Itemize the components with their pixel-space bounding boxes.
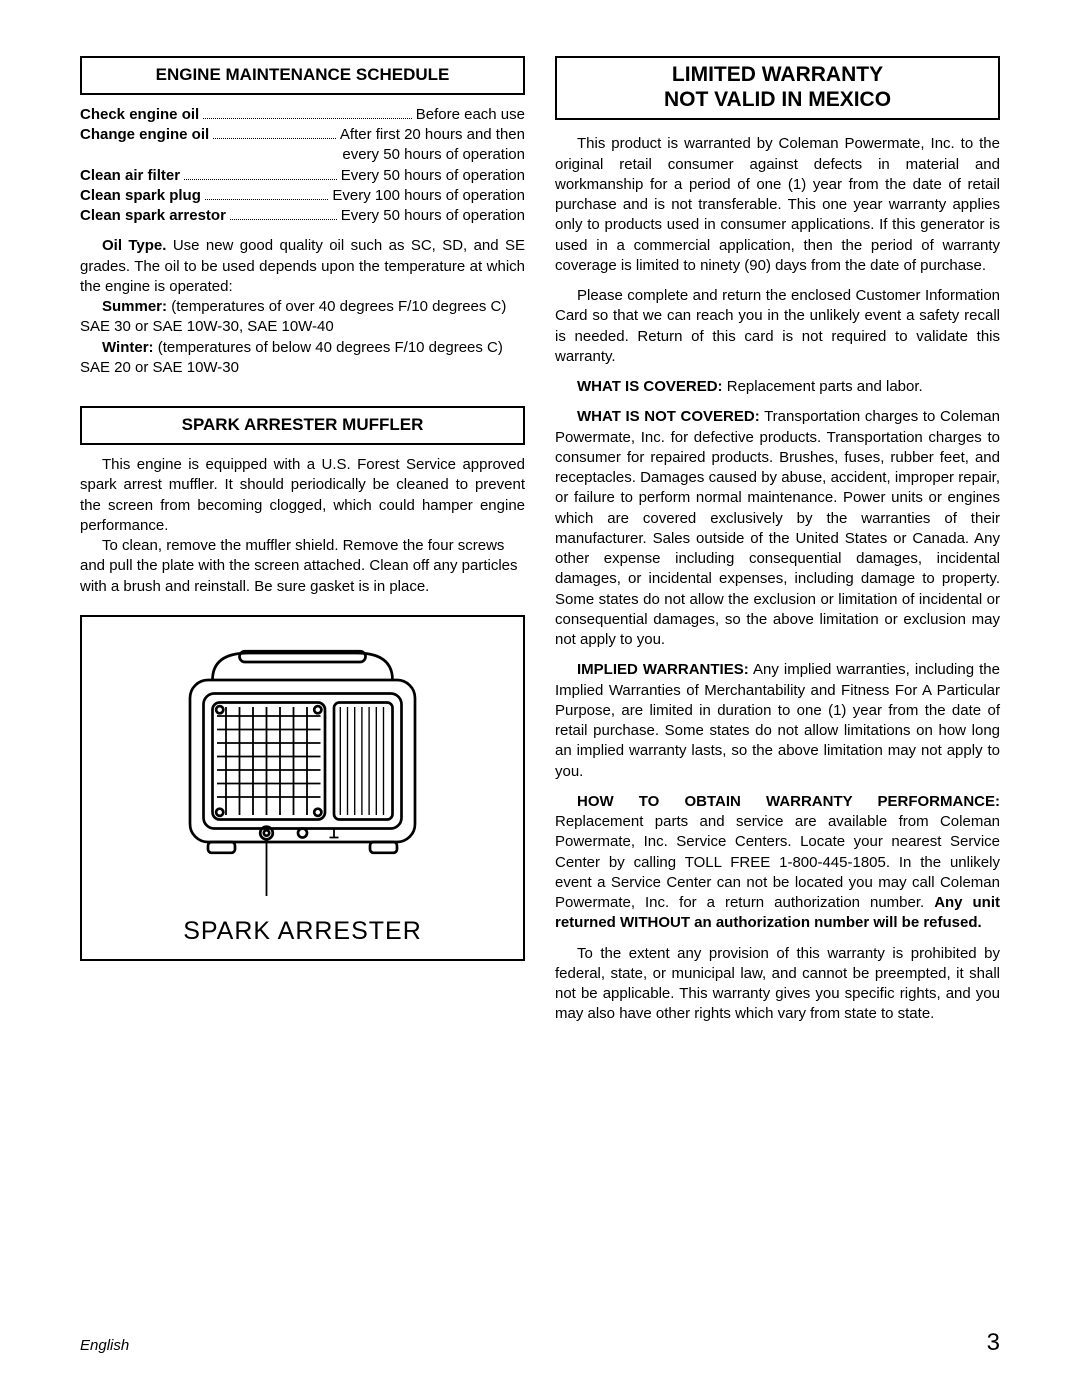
warranty-title-line2: NOT VALID IN MEXICO — [561, 87, 994, 112]
schedule-label: Clean air filter — [80, 166, 180, 186]
leader-dots — [203, 108, 412, 119]
generator-diagram-icon — [112, 635, 493, 905]
right-column: LIMITED WARRANTY NOT VALID IN MEXICO Thi… — [555, 56, 1000, 1025]
not-covered-para: WHAT IS NOT COVERED: Transportation char… — [555, 407, 1000, 650]
covered-para: WHAT IS COVERED: Replacement parts and l… — [555, 377, 1000, 397]
schedule-label: Clean spark arrestor — [80, 206, 226, 226]
summer-label: Summer: — [102, 298, 167, 315]
schedule-row: Clean spark arrestor Every 50 hours of o… — [80, 206, 525, 226]
schedule-row: Check engine oil Before each use — [80, 105, 525, 125]
page-number: 3 — [987, 1327, 1000, 1359]
implied-label: IMPLIED WARRANTIES: — [577, 661, 749, 678]
spark-diagram-box: SPARK ARRESTER — [80, 615, 525, 961]
spark-p1: This engine is equipped with a U.S. Fore… — [80, 455, 525, 536]
left-column: ENGINE MAINTENANCE SCHEDULE Check engine… — [80, 56, 525, 1025]
page-footer: English 3 — [80, 1327, 1000, 1359]
implied-para: IMPLIED WARRANTIES: Any implied warranti… — [555, 660, 1000, 782]
leader-dots — [205, 189, 329, 200]
warranty-p3: To the extent any provision of this warr… — [555, 944, 1000, 1025]
schedule-value: Every 50 hours of operation — [341, 206, 525, 226]
leader-dots — [213, 129, 336, 140]
schedule-row: Clean air filter Every 50 hours of opera… — [80, 166, 525, 186]
schedule-value: Before each use — [416, 105, 525, 125]
schedule-label: Change engine oil — [80, 125, 209, 145]
spark-title: SPARK ARRESTER MUFFLER — [80, 406, 525, 445]
schedule-row: Clean spark plug Every 100 hours of oper… — [80, 186, 525, 206]
winter-para: Winter: (temperatures of below 40 degree… — [80, 338, 525, 379]
warranty-p1: This product is warranted by Coleman Pow… — [555, 134, 1000, 276]
leader-dots — [230, 210, 337, 221]
page-content: ENGINE MAINTENANCE SCHEDULE Check engine… — [0, 0, 1080, 1065]
maintenance-schedule: Check engine oil Before each use Change … — [80, 105, 525, 227]
howto-para: HOW TO OBTAIN WARRANTY PERFORMANCE: Repl… — [555, 792, 1000, 934]
schedule-label: Clean spark plug — [80, 186, 201, 206]
footer-language: English — [80, 1336, 129, 1356]
summer-para: Summer: (temperatures of over 40 degrees… — [80, 297, 525, 338]
schedule-continuation: every 50 hours of operation — [80, 145, 525, 165]
covered-label: WHAT IS COVERED: — [577, 378, 723, 395]
oil-type-label: Oil Type. — [102, 237, 166, 254]
covered-text: Replacement parts and labor. — [727, 378, 923, 395]
schedule-row: Change engine oil After first 20 hours a… — [80, 125, 525, 145]
warranty-title-line1: LIMITED WARRANTY — [561, 62, 994, 87]
diagram-label: SPARK ARRESTER — [112, 915, 493, 949]
schedule-value: After first 20 hours and then — [340, 125, 525, 145]
warranty-p2: Please complete and return the enclosed … — [555, 286, 1000, 367]
spark-p2: To clean, remove the muffler shield. Rem… — [80, 536, 525, 597]
schedule-value: Every 50 hours of operation — [341, 166, 525, 186]
winter-label: Winter: — [102, 339, 154, 356]
oil-type-para: Oil Type. Use new good quality oil such … — [80, 236, 525, 297]
maintenance-title: ENGINE MAINTENANCE SCHEDULE — [80, 56, 525, 95]
warranty-title: LIMITED WARRANTY NOT VALID IN MEXICO — [555, 56, 1000, 120]
not-covered-label: WHAT IS NOT COVERED: — [577, 408, 760, 425]
not-covered-text: Transportation charges to Coleman Powerm… — [555, 408, 1000, 648]
implied-text: Any implied warranties, including the Im… — [555, 661, 1000, 779]
schedule-label: Check engine oil — [80, 105, 199, 125]
howto-label: HOW TO OBTAIN WARRANTY PERFORMANCE: — [577, 793, 1000, 810]
schedule-value: Every 100 hours of operation — [332, 186, 525, 206]
leader-dots — [184, 169, 337, 180]
